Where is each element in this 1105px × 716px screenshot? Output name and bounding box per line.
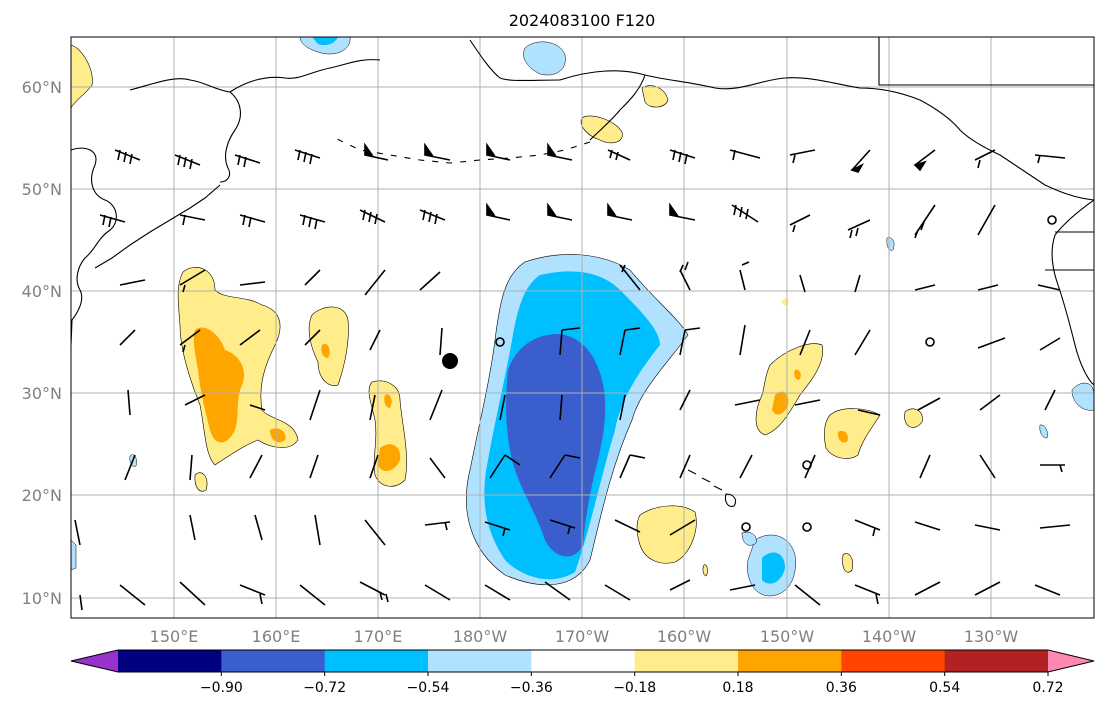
coastlines: [71, 37, 1094, 507]
wind-barb-row: [119, 324, 1061, 356]
colorbar-segment: [221, 650, 326, 672]
kamchatka-coast: [129, 78, 241, 183]
lon-label: 150°E: [150, 627, 199, 646]
positive-anomaly-light: [71, 44, 93, 109]
wind-barb-row: [114, 142, 1066, 173]
negative-patch: [71, 539, 77, 571]
lat-label: 30°N: [22, 384, 62, 403]
colorbar-segment: [531, 650, 636, 672]
lon-label: 160°E: [252, 627, 301, 646]
positive-anomaly-light: [194, 472, 208, 492]
colorbar-segment: [841, 650, 946, 672]
lat-label: 20°N: [22, 486, 62, 505]
us-border: [1045, 231, 1094, 271]
colorbar-segment: [324, 650, 429, 672]
north-america-west-coast: [1051, 199, 1094, 386]
map-title: 2024083100 F120: [509, 11, 656, 30]
lon-label: 180°W: [453, 627, 508, 646]
positive-anomaly-light: [755, 343, 823, 436]
lat-labels: 60°N 50°N 40°N 30°N 20°N 10°N: [22, 78, 62, 608]
shaded-field: [71, 37, 1094, 597]
positive-anomaly-mid: [837, 430, 848, 443]
lon-labels: 150°E 160°E 170°E 180°W 170°W 160°W 150°…: [150, 627, 1019, 646]
colorbar-tick-label: −0.18: [613, 680, 656, 696]
negative-patch: [523, 41, 566, 76]
colorbar-tick-label: −0.36: [510, 680, 553, 696]
negative-anomaly-dark: [506, 334, 606, 557]
siberia-coast: [229, 59, 381, 93]
calm-markers: [495, 215, 1057, 532]
colorbar-segment: [634, 650, 739, 672]
colorbar-tick-label: 0.54: [929, 680, 960, 696]
wind-barb-row: [79, 579, 1061, 611]
positive-anomaly-light: [636, 505, 697, 564]
negative-patch: [1071, 382, 1094, 411]
positive-anomaly-light: [842, 553, 853, 573]
colorbar-ticks: −0.90 −0.72 −0.54 −0.36 −0.18 0.18 0.36 0.54 0.7…: [200, 672, 1064, 696]
alaska-peninsula: [589, 74, 646, 141]
map-frame: [70, 36, 1095, 619]
lon-label: 160°W: [657, 627, 712, 646]
graticule: [71, 37, 1094, 618]
colorbar-tick-label: 0.36: [826, 680, 857, 696]
positive-anomaly-light: [641, 85, 669, 108]
lat-label: 50°N: [22, 180, 62, 199]
lon-label: 130°W: [964, 627, 1019, 646]
lat-label: 40°N: [22, 282, 62, 301]
positive-anomaly-light: [904, 408, 923, 428]
positive-anomaly-mid: [270, 428, 286, 443]
positive-anomaly-light: [308, 306, 349, 386]
colorbar-extend-low: [71, 650, 118, 672]
positive-anomaly-mid: [772, 391, 789, 415]
wind-barb-row: [74, 514, 1071, 546]
lon-label: 140°W: [862, 627, 917, 646]
negative-patch: [1039, 424, 1048, 439]
wind-barb-row: [127, 389, 1056, 421]
colorbar-tick-label: −0.72: [303, 680, 346, 696]
hawaii-islands: [687, 469, 737, 507]
lon-label: 150°W: [760, 627, 815, 646]
positive-anomaly-mid: [794, 369, 801, 380]
colorbar: −0.90 −0.72 −0.54 −0.36 −0.18 0.18 0.36 0.54 0.7…: [70, 649, 1095, 696]
alaska-south-coast: [559, 70, 1094, 201]
kuril-islands: [94, 184, 221, 269]
colorbar-segment: [428, 650, 532, 672]
colorbar-tick-label: 0.72: [1032, 680, 1063, 696]
colorbar-extend-high: [1048, 650, 1094, 672]
negative-patch: [312, 37, 338, 46]
positive-anomaly-mid: [384, 394, 392, 408]
lon-label: 170°E: [354, 627, 403, 646]
negative-patch: [299, 37, 351, 55]
lat-label: 60°N: [22, 78, 62, 97]
wind-barbs: [74, 142, 1071, 611]
colorbar-tick-label: −0.90: [200, 680, 243, 696]
colorbar-segment: [118, 650, 222, 672]
positive-anomaly-light: [824, 408, 881, 459]
wind-barb-row: [99, 202, 996, 239]
positive-anomaly-mid: [321, 343, 330, 358]
positive-anomaly-light: [702, 564, 708, 577]
positive-anomaly-mid: [193, 327, 245, 443]
canada-border: [878, 37, 1094, 86]
negative-patch: [762, 552, 785, 584]
asia-coast: [71, 147, 117, 346]
bering-coast: [469, 39, 561, 82]
aleutian-islands: [334, 137, 591, 164]
wind-barb-row: [119, 261, 1061, 296]
storm-center-marker: [442, 353, 458, 369]
colorbar-segments: [70, 649, 1095, 673]
wind-barb-row: [124, 454, 1065, 481]
colorbar-tick-label: 0.18: [722, 680, 753, 696]
lon-label: 170°W: [555, 627, 610, 646]
negative-patch: [741, 531, 757, 546]
colorbar-segment: [738, 650, 842, 672]
colorbar-segment: [944, 650, 1049, 672]
lat-label: 10°N: [22, 589, 62, 608]
colorbar-tick-label: −0.54: [407, 680, 450, 696]
positive-anomaly-mid: [378, 444, 401, 472]
map-area: [71, 37, 1094, 618]
